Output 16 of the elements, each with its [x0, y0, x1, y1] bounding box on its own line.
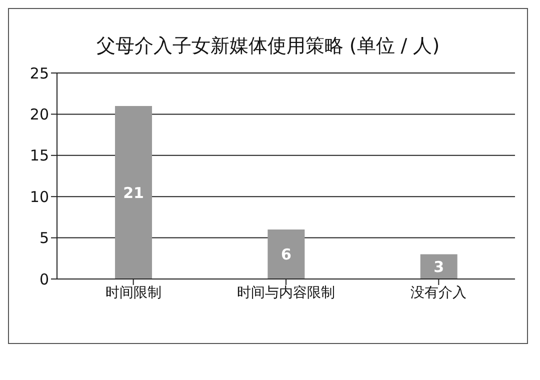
y-tick-label: 20: [30, 106, 49, 124]
data-label: 6: [280, 246, 292, 264]
data-label: 3: [434, 258, 444, 276]
data-label: 21: [123, 184, 144, 202]
y-tick-label: 10: [30, 188, 49, 206]
y-tick-label: 5: [39, 229, 49, 248]
x-tick-label: 时间限制: [105, 284, 162, 301]
y-tick-label: 0: [39, 270, 49, 288]
bar: [268, 230, 305, 279]
chart-title: 父母介入子女新媒体使用策略 (单位 / 人): [95, 34, 441, 59]
bar: [115, 106, 152, 279]
x-tick-label: 时间与内容限制: [237, 284, 335, 301]
bar: [420, 254, 458, 279]
x-tick-label: 没有介入: [410, 284, 467, 301]
y-tick-label: 25: [30, 64, 49, 82]
y-tick-label: 15: [30, 146, 49, 165]
